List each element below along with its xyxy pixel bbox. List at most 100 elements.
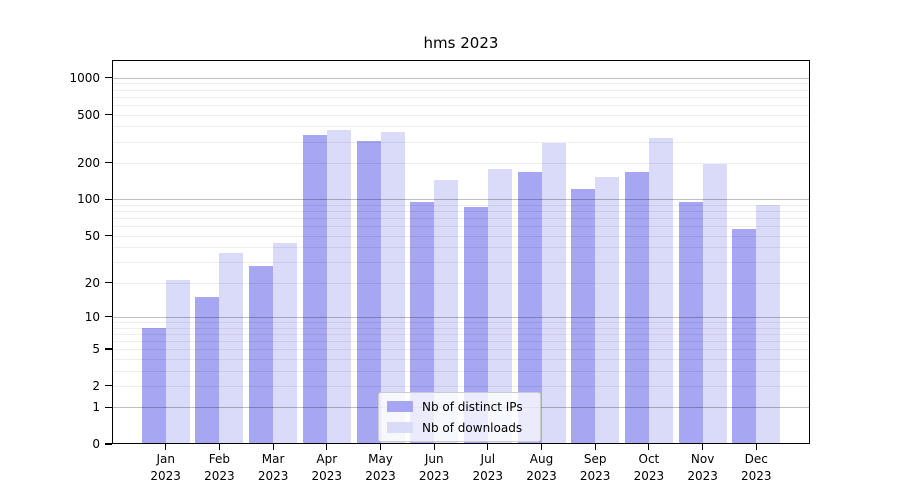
legend-swatch-distinct-ips [387, 401, 413, 412]
x-tick-label-may: May 2023 [346, 451, 416, 484]
x-tick-label-year: 2023 [579, 468, 611, 483]
bar-distinct-ips-apr [302, 135, 327, 444]
x-tick-label-month: Apr [316, 452, 338, 466]
x-tick-label-jul: Jul 2023 [453, 451, 523, 484]
bar-distinct-ips-mar [249, 265, 274, 444]
x-tick-jul [487, 444, 489, 450]
legend: Nb of distinct IPs Nb of downloads [378, 392, 541, 442]
x-tick-label-year: 2023 [257, 468, 289, 483]
gridline-minor-300 [112, 141, 810, 143]
x-tick-label-aug: Aug 2023 [507, 451, 577, 484]
y-tick-label-2: 2 [92, 378, 100, 393]
x-tick-label-year: 2023 [687, 468, 718, 483]
plot-area [112, 60, 810, 444]
x-tick-label-jan: Jan 2023 [131, 451, 201, 484]
x-tick-label-mar: Mar 2023 [238, 451, 308, 484]
x-tick-label-year: 2023 [526, 468, 557, 483]
bar-distinct-ips-nov [678, 202, 703, 444]
x-tick-label-month: May [368, 452, 393, 466]
gridline-minor-500 [112, 114, 810, 116]
gridline-major-1000 [112, 77, 810, 79]
legend-label-distinct-ips: Nb of distinct IPs [422, 399, 523, 414]
legend-row-0: Nb of distinct IPs [387, 397, 532, 416]
x-tick-label-year: 2023 [365, 468, 396, 483]
chart-title: hms 2023 [423, 34, 499, 52]
y-tick-label-50: 50 [84, 228, 100, 243]
gridline-minor-900 [112, 83, 810, 85]
gridline-minor-30 [112, 262, 810, 263]
y-tick-500 [105, 113, 112, 116]
x-tick-apr [326, 444, 328, 450]
y-tick-label-500: 500 [77, 107, 100, 122]
x-tick-label-nov: Nov 2023 [668, 451, 738, 484]
bar-downloads-dec [756, 204, 781, 444]
x-tick-label-year: 2023 [472, 468, 504, 483]
x-tick-label-year: 2023 [633, 468, 665, 483]
bar-downloads-feb [219, 252, 244, 444]
bar-downloads-sep [595, 176, 620, 444]
bar-distinct-ips-feb [195, 297, 220, 444]
gridline-minor-50 [112, 235, 810, 237]
gridline-minor-70 [112, 218, 810, 220]
y-tick-label-20: 20 [84, 275, 100, 290]
bar-distinct-ips-may [356, 141, 381, 444]
x-tick-label-sep: Sep 2023 [560, 451, 630, 484]
x-tick-aug [540, 444, 543, 450]
bar-distinct-ips-dec [732, 228, 757, 444]
gridline-minor-90 [112, 204, 810, 206]
x-tick-jan [165, 444, 167, 450]
gridline-minor-700 [112, 96, 810, 98]
legend-label-downloads: Nb of downloads [422, 420, 523, 435]
x-tick-label-year: 2023 [204, 468, 235, 483]
gridline-minor-80 [112, 211, 810, 213]
gridline-minor-20 [112, 282, 810, 284]
x-tick-label-month: Oct [638, 452, 660, 466]
bar-distinct-ips-jan [141, 327, 166, 444]
x-tick-may [379, 444, 382, 450]
x-tick-feb [218, 444, 220, 450]
x-tick-label-month: Jul [480, 452, 496, 466]
gridline-minor-2 [112, 385, 810, 387]
gridline-minor-600 [112, 104, 810, 106]
x-tick-label-month: Jun [424, 452, 444, 466]
bar-downloads-aug [541, 143, 566, 444]
legend-swatch-downloads [387, 422, 413, 433]
gridline-minor-9 [112, 322, 810, 323]
gridline-minor-60 [112, 226, 810, 228]
y-tick-2 [105, 385, 112, 387]
x-tick-label-month: Jan [156, 452, 175, 466]
y-tick-label-0: 0 [92, 437, 100, 451]
x-tick-jun [433, 444, 435, 450]
x-tick-label-year: 2023 [311, 468, 343, 483]
y-tick-label-10: 10 [84, 309, 100, 324]
gridline-major-10 [112, 316, 810, 318]
bar-distinct-ips-sep [571, 189, 596, 444]
gridline-minor-200 [112, 162, 810, 164]
gridline-minor-7 [112, 333, 810, 335]
bar-downloads-oct [648, 137, 673, 444]
x-tick-label-month: Sep [583, 452, 607, 466]
x-tick-label-dec: Dec 2023 [721, 451, 791, 484]
x-tick-dec [755, 444, 757, 450]
gridline-minor-400 [112, 126, 810, 128]
gridline-minor-4 [112, 358, 810, 360]
y-tick-50 [105, 235, 112, 237]
y-tick-200 [105, 162, 112, 164]
bar-distinct-ips-oct [624, 171, 649, 444]
y-tick-label-200: 200 [77, 155, 100, 170]
y-tick-5 [105, 348, 112, 350]
x-tick-oct [648, 444, 650, 450]
x-tick-label-year: 2023 [741, 468, 772, 483]
gridline-minor-5 [112, 349, 810, 350]
gridline-minor-6 [112, 340, 810, 342]
grid-layer [112, 60, 810, 444]
y-tick-label-100: 100 [77, 192, 100, 207]
bar-downloads-jan [165, 280, 190, 444]
y-tick-label-1: 1 [92, 400, 100, 415]
x-tick-sep [594, 444, 596, 450]
bar-downloads-mar [273, 243, 298, 444]
y-tick-0 [105, 443, 112, 445]
y-tick-1 [105, 406, 112, 408]
x-tick-label-year: 2023 [418, 468, 450, 483]
